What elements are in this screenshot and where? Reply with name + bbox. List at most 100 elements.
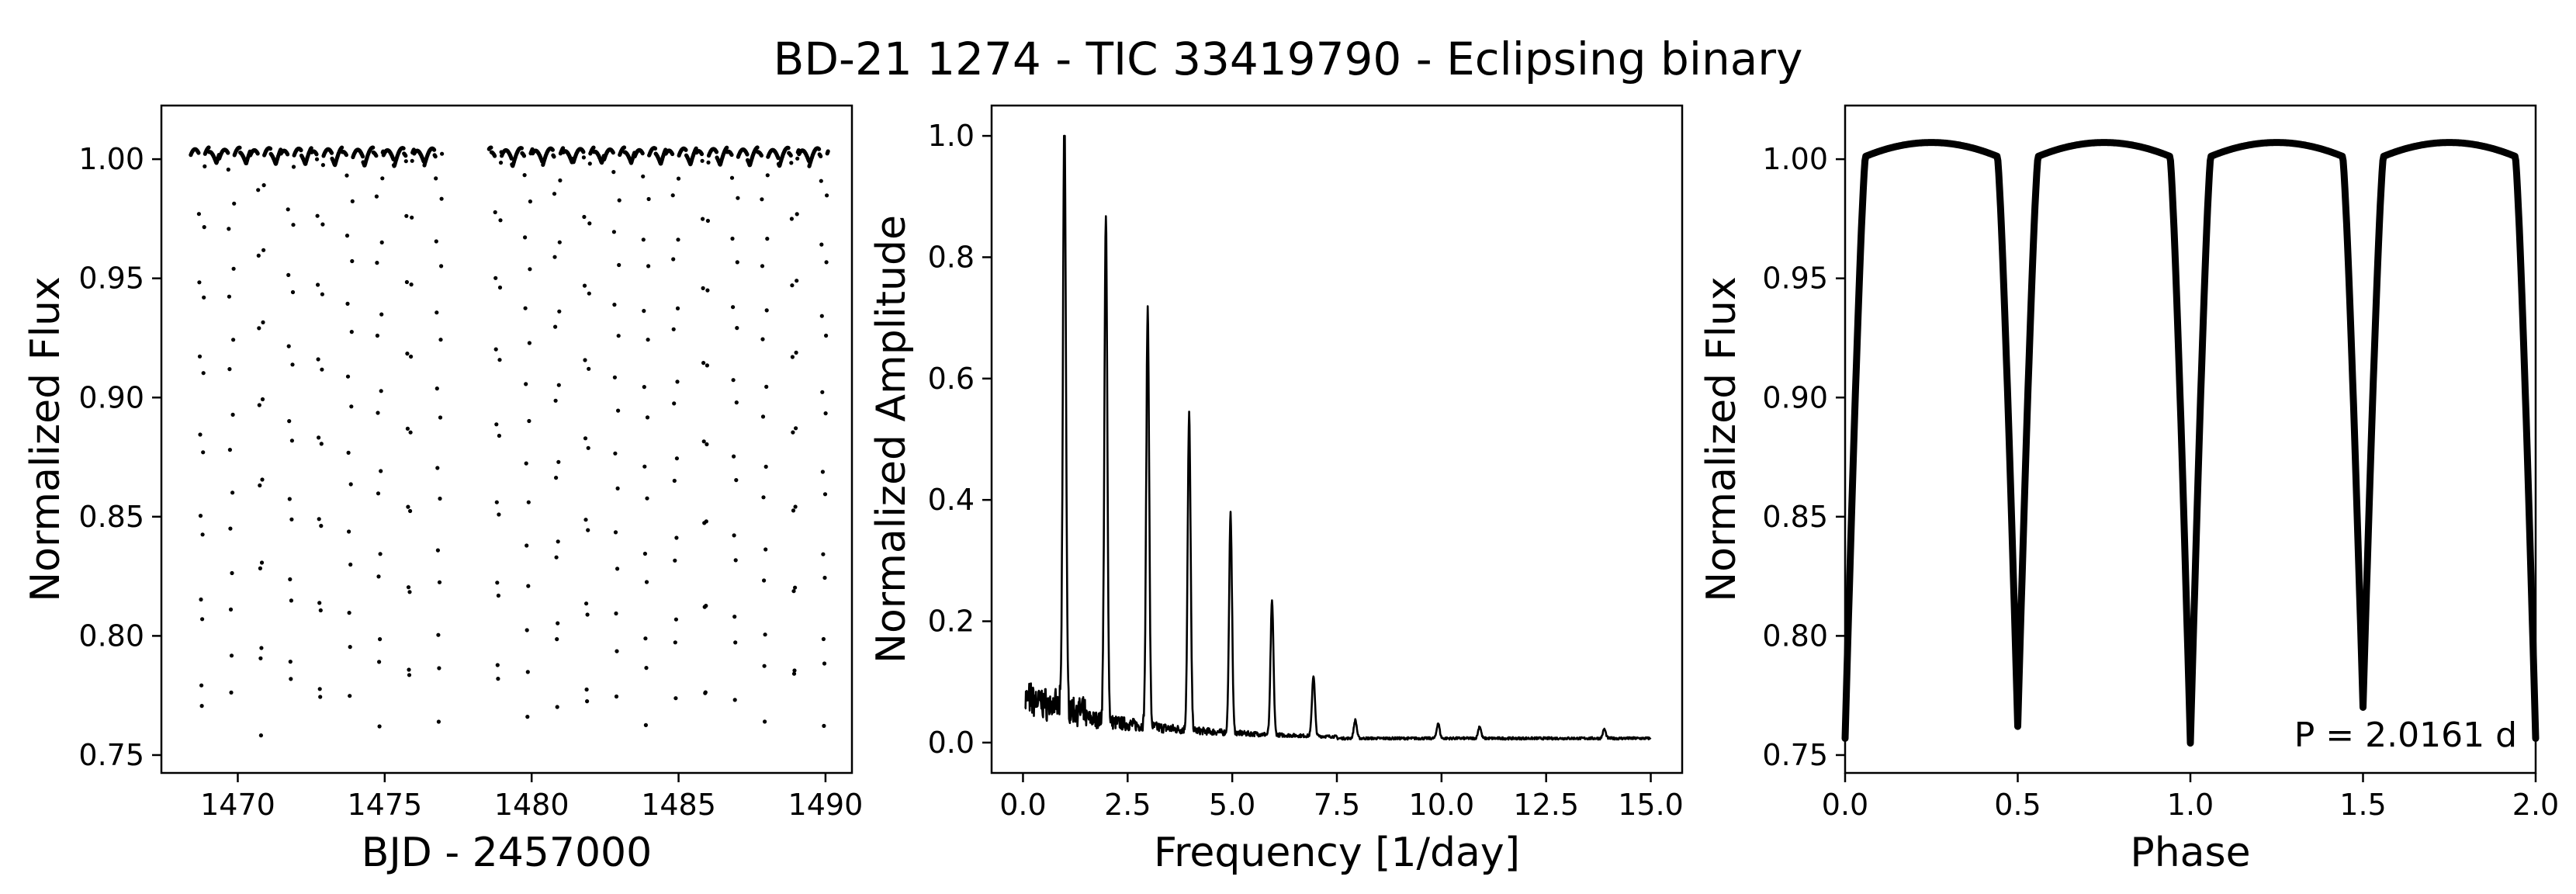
light-curve-point bbox=[497, 358, 502, 362]
phase-folded-ytick-label: 0.95 bbox=[1762, 262, 1828, 296]
light-curve-point bbox=[404, 279, 410, 285]
light-curve-point bbox=[299, 148, 303, 153]
light-curve-point bbox=[348, 482, 353, 487]
light-curve-point bbox=[196, 212, 201, 217]
light-curve-ytick-label: 0.95 bbox=[78, 262, 144, 296]
light-curve-point bbox=[676, 237, 680, 242]
phase-folded-xtick-label: 0.5 bbox=[1994, 788, 2041, 822]
light-curve-point bbox=[319, 442, 324, 446]
periodogram-ytick-label: 0.8 bbox=[928, 240, 975, 274]
light-curve-point bbox=[435, 310, 439, 315]
light-curve-point bbox=[314, 152, 319, 157]
light-curve-point bbox=[286, 152, 290, 157]
light-curve-point bbox=[705, 363, 710, 368]
light-curve-point bbox=[554, 476, 559, 480]
light-curve-point bbox=[289, 438, 294, 443]
light-curve-point bbox=[731, 378, 736, 383]
light-curve-point bbox=[759, 153, 764, 158]
light-curve-point bbox=[642, 309, 646, 314]
light-curve-point bbox=[586, 528, 590, 532]
phase-folded-xtick-label: 1.5 bbox=[2339, 788, 2386, 822]
light-curve-point bbox=[642, 464, 647, 469]
light-curve-point bbox=[231, 338, 236, 342]
light-curve-point bbox=[558, 178, 563, 183]
light-curve-point bbox=[350, 258, 355, 264]
phase-folded-xlabel: Phase bbox=[2130, 830, 2250, 876]
light-curve-point bbox=[232, 201, 237, 206]
light-curve-point bbox=[524, 382, 528, 386]
light-curve-point bbox=[199, 704, 204, 709]
light-curve-point bbox=[376, 574, 381, 579]
light-curve-point bbox=[528, 267, 532, 272]
light-curve-point bbox=[550, 147, 556, 152]
light-curve-point bbox=[584, 687, 589, 692]
light-curve-point bbox=[260, 477, 265, 482]
light-curve-ytick-label: 0.75 bbox=[78, 738, 144, 772]
light-curve-point bbox=[790, 283, 795, 288]
light-curve-point bbox=[584, 601, 589, 606]
light-curve-point bbox=[701, 217, 705, 221]
light-curve-point bbox=[788, 153, 793, 158]
light-curve-point bbox=[673, 640, 677, 645]
light-curve-point bbox=[256, 253, 261, 258]
light-curve-point bbox=[824, 260, 829, 265]
light-curve-point bbox=[553, 324, 558, 329]
light-curve-point bbox=[676, 176, 681, 181]
light-curve-point bbox=[230, 570, 234, 576]
light-curve-point bbox=[705, 442, 709, 447]
light-curve-point bbox=[760, 197, 764, 202]
periodogram-xtick-label: 12.5 bbox=[1513, 788, 1579, 822]
light-curve-point bbox=[732, 615, 737, 619]
light-curve-point bbox=[201, 450, 206, 455]
light-curve-point bbox=[826, 149, 830, 154]
light-curve-point bbox=[821, 552, 826, 556]
light-curve-point bbox=[672, 478, 677, 483]
light-curve-xtick-label: 1490 bbox=[788, 788, 864, 822]
phase-folded-axes-frame bbox=[1844, 104, 2537, 774]
light-curve-point bbox=[347, 529, 351, 534]
light-curve-point bbox=[228, 607, 234, 612]
light-curve-point bbox=[261, 183, 266, 188]
periodogram-panel: 0.0 2.5 5.0 7.5 10.0 12.5 15.0 0.0 0.2 0.4 0.6 0.8 1… bbox=[868, 104, 1684, 876]
light-curve-point bbox=[581, 155, 587, 160]
light-curve-point bbox=[591, 145, 596, 150]
light-curve-point bbox=[401, 146, 406, 151]
light-curve-point bbox=[526, 584, 531, 588]
light-curve-xtick-label: 1485 bbox=[641, 788, 716, 822]
periodogram-xtick-label: 7.5 bbox=[1314, 788, 1360, 822]
light-curve-point bbox=[583, 518, 588, 522]
figure-title: BD-21 1274 - TIC 33419790 - Eclipsing bi… bbox=[774, 33, 1803, 85]
light-curve-point bbox=[786, 146, 791, 151]
light-curve-point bbox=[438, 338, 443, 342]
light-curve-point bbox=[409, 354, 414, 359]
phase-folded-ylabel: Normalized Flux bbox=[1698, 276, 1745, 602]
light-curve-point bbox=[286, 207, 290, 212]
light-curve-point bbox=[524, 461, 528, 466]
light-curve-point bbox=[821, 636, 826, 642]
light-curve-point bbox=[823, 411, 828, 416]
light-curve-point bbox=[320, 163, 325, 168]
light-curve-point bbox=[379, 240, 384, 244]
light-curve-point bbox=[755, 145, 760, 150]
light-curve-point bbox=[320, 367, 324, 372]
light-curve-point bbox=[646, 196, 651, 202]
light-curve-point bbox=[585, 612, 590, 617]
light-curve-point bbox=[557, 309, 562, 314]
light-curve-point bbox=[701, 361, 706, 366]
light-curve-point bbox=[403, 154, 408, 158]
light-curve-point bbox=[611, 170, 616, 175]
light-curve-point bbox=[731, 305, 736, 310]
light-curve-point bbox=[315, 213, 320, 218]
light-curve-point bbox=[732, 698, 737, 702]
phase-folded-ytick-label: 0.85 bbox=[1762, 500, 1828, 534]
light-curve-point bbox=[261, 248, 266, 252]
light-curve-point bbox=[432, 147, 437, 152]
light-curve-point bbox=[227, 294, 231, 299]
light-curve-point bbox=[521, 154, 527, 158]
light-curve-point bbox=[230, 490, 235, 495]
light-curve-point bbox=[347, 611, 351, 615]
light-curve-point bbox=[498, 161, 504, 165]
light-curve-point bbox=[701, 439, 706, 444]
phase-folded-xtick-label: 1.0 bbox=[2167, 788, 2214, 822]
light-curve-point bbox=[764, 308, 769, 313]
